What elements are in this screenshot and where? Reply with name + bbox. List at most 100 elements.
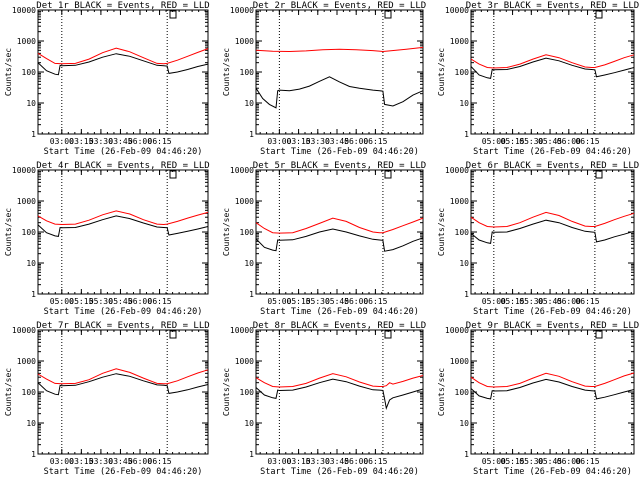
y-tick-label: 10000 — [12, 6, 36, 15]
series-line-red — [37, 210, 209, 226]
y-tick-label: 10000 — [12, 326, 36, 335]
y-tick-label: 10 — [244, 419, 254, 428]
x-tick-label: 06:00 — [128, 457, 152, 466]
x-tick-label: 03:45 — [325, 137, 349, 146]
y-tick-label: 1 — [464, 450, 469, 459]
x-tick-label: 05:00 — [482, 137, 506, 146]
series-line-black — [255, 76, 424, 109]
legend-marker — [595, 170, 603, 179]
x-tick-label: 03:15 — [287, 457, 311, 466]
x-tick-label: 03:15 — [287, 137, 311, 146]
y-axis-label: Counts/sec — [437, 208, 446, 256]
x-tick-label: 05:30 — [519, 137, 543, 146]
series-line-red — [470, 54, 635, 69]
x-tick-label: 05:15 — [501, 297, 525, 306]
x-tick-label: 06:15 — [363, 137, 387, 146]
x-axis-label: Start Time (26-Feb-09 04:46:20) — [260, 307, 419, 317]
chart-panel-4: Det 4r BLACK = Events, RED = LLD 1 10 100 10… — [4, 161, 210, 317]
y-tick-label: 100 — [22, 388, 37, 397]
x-tick-label: 03:45 — [108, 457, 132, 466]
x-tick-label: 05:30 — [89, 297, 113, 306]
x-tick-label: 03:00 — [267, 457, 291, 466]
x-axis-label: Start Time (26-Feb-09 04:46:20) — [473, 147, 632, 157]
series-line-black — [37, 215, 209, 237]
x-tick-label: 05:45 — [538, 137, 562, 146]
chart-title: Det 3r BLACK = Events, RED = LLD — [466, 1, 639, 11]
x-tick-label: 03:30 — [306, 457, 330, 466]
y-tick-label: 10 — [459, 99, 469, 108]
series-line-red — [255, 217, 424, 234]
y-axis-label: Counts/sec — [4, 208, 13, 256]
chart-title: Det 1r BLACK = Events, RED = LLD — [36, 1, 209, 11]
x-tick-label: 06:00 — [557, 137, 581, 146]
y-tick-label: 1 — [464, 290, 469, 299]
x-tick-label: 05:15 — [501, 137, 525, 146]
chart-panel-1: Det 1r BLACK = Events, RED = LLD 1 10 100 10… — [4, 1, 210, 157]
x-axis-label: Start Time (26-Feb-09 04:46:20) — [44, 467, 203, 477]
series-line-red — [37, 47, 209, 65]
plot-frame — [255, 329, 424, 455]
y-tick-label: 1 — [249, 130, 254, 139]
series-line-black — [470, 378, 635, 400]
chart-panel-6: Det 6r BLACK = Events, RED = LLD 1 10 100 10… — [437, 161, 639, 317]
chart-panel-5: Det 5r BLACK = Events, RED = LLD 1 10 100 10… — [222, 161, 426, 317]
x-tick-label: 03:45 — [108, 137, 132, 146]
legend-marker — [384, 10, 392, 19]
y-tick-label: 1000 — [235, 357, 254, 366]
legend-marker — [384, 170, 392, 179]
series-line-red — [37, 368, 209, 385]
series-line-red — [470, 372, 635, 388]
x-tick-label: 06:00 — [344, 297, 368, 306]
x-tick-label: 06:15 — [575, 297, 599, 306]
y-tick-label: 1000 — [450, 357, 469, 366]
plot-frame — [255, 9, 424, 135]
x-tick-label: 06:15 — [148, 137, 172, 146]
x-tick-label: 06:00 — [344, 457, 368, 466]
x-tick-label: 05:45 — [538, 457, 562, 466]
x-tick-label: 05:00 — [482, 457, 506, 466]
x-tick-label: 06:00 — [128, 297, 152, 306]
series-line-black — [255, 228, 424, 252]
y-axis-label: Counts/sec — [437, 48, 446, 96]
chart-panel-3: Det 3r BLACK = Events, RED = LLD 1 10 100 10… — [437, 1, 639, 157]
y-tick-label: 10000 — [12, 166, 36, 175]
x-tick-label: 05:15 — [287, 297, 311, 306]
x-axis-label: Start Time (26-Feb-09 04:46:20) — [260, 467, 419, 477]
y-tick-label: 10000 — [230, 326, 254, 335]
y-axis-label: Counts/sec — [4, 368, 13, 416]
y-tick-label: 10000 — [445, 6, 469, 15]
y-tick-label: 100 — [240, 68, 255, 77]
x-axis-label: Start Time (26-Feb-09 04:46:20) — [473, 467, 632, 477]
x-tick-label: 06:15 — [363, 297, 387, 306]
y-tick-label: 10000 — [230, 166, 254, 175]
x-tick-label: 05:15 — [69, 297, 93, 306]
x-tick-label: 03:15 — [69, 137, 93, 146]
x-tick-label: 03:30 — [306, 137, 330, 146]
y-tick-label: 10 — [459, 259, 469, 268]
legend-marker — [384, 330, 392, 339]
x-tick-label: 06:15 — [148, 457, 172, 466]
x-tick-label: 06:00 — [557, 457, 581, 466]
x-axis-label: Start Time (26-Feb-09 04:46:20) — [44, 307, 203, 317]
x-tick-label: 05:45 — [325, 297, 349, 306]
x-tick-label: 03:45 — [325, 457, 349, 466]
x-tick-label: 05:30 — [306, 297, 330, 306]
x-tick-label: 05:15 — [501, 457, 525, 466]
y-axis-label: Counts/sec — [222, 368, 231, 416]
series-line-black — [470, 57, 635, 79]
y-tick-label: 100 — [240, 388, 255, 397]
legend-marker — [169, 170, 177, 179]
legend-marker — [595, 330, 603, 339]
y-tick-label: 10000 — [445, 166, 469, 175]
x-tick-label: 06:15 — [575, 457, 599, 466]
y-tick-label: 100 — [22, 68, 37, 77]
chart-panel-9: Det 9r BLACK = Events, RED = LLD 1 10 100 10… — [437, 321, 639, 477]
x-tick-label: 03:00 — [50, 137, 74, 146]
y-tick-label: 1000 — [235, 37, 254, 46]
y-tick-label: 100 — [22, 228, 37, 237]
x-tick-label: 05:00 — [267, 297, 291, 306]
y-tick-label: 10 — [244, 99, 254, 108]
x-tick-label: 03:30 — [89, 457, 113, 466]
y-tick-label: 10000 — [230, 6, 254, 15]
